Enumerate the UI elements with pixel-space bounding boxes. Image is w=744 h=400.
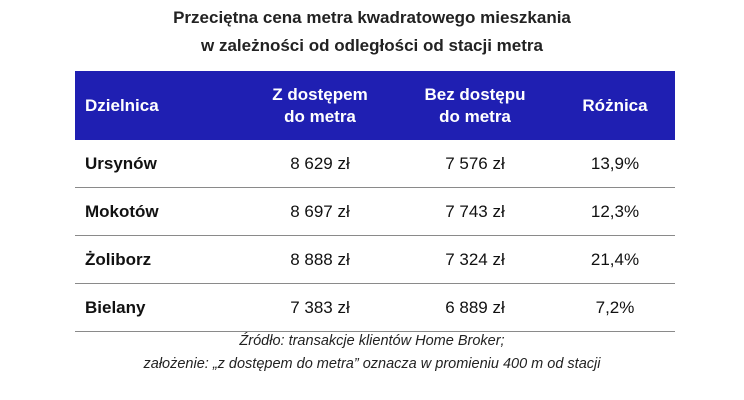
cell-difference: 12,3% [590,201,640,221]
cell-without-metro: 7 576 zł [445,153,505,173]
cell-without-metro: 7 324 zł [445,249,505,269]
header-roznica: Różnica [555,95,675,117]
cell-difference: 21,4% [590,249,640,269]
header-z-dostepem: Z dostępem do metra [245,84,395,128]
cell-without-metro: 7 743 zł [445,201,505,221]
header-dzielnica-line: Dzielnica [85,95,159,115]
page-subtitle: w zależności od odległości od stacji met… [201,36,543,55]
table-row: Ursynów 8 629 zł 7 576 zł 13,9% [75,140,675,188]
page-title: Przeciętna cena metra kwadratowego miesz… [173,8,571,27]
cell-district: Bielany [85,297,146,317]
header-roznica-line: Różnica [582,95,648,115]
cell-district: Ursynów [85,153,157,173]
table-header: Dzielnica Z dostępem do metra Bez dostęp… [75,71,675,140]
assumption-note: założenie: „z dostępem do metra” oznacza… [143,356,601,372]
cell-difference: 7,2% [595,297,635,317]
source-note: Źródło: transakcje klientów Home Broker; [239,333,505,349]
header-dzielnica: Dzielnica [75,95,245,117]
cell-with-metro: 8 697 zł [290,201,350,221]
cell-with-metro: 8 888 zł [290,249,350,269]
header-bez-dostepu-line1: Bez dostępu [424,84,526,104]
cell-district: Żoliborz [85,249,152,269]
table-row: Żoliborz 8 888 zł 7 324 zł 21,4% [75,236,675,284]
table-row: Bielany 7 383 zł 6 889 zł 7,2% [75,284,675,332]
header-bez-dostepu: Bez dostępu do metra [395,84,555,128]
cell-with-metro: 7 383 zł [290,297,350,317]
cell-district: Mokotów [85,201,159,221]
table-row: Mokotów 8 697 zł 7 743 zł 12,3% [75,188,675,236]
header-bez-dostepu-line2: do metra [439,106,511,126]
cell-with-metro: 8 629 zł [290,153,350,173]
header-z-dostepem-line2: do metra [284,106,356,126]
header-z-dostepem-line1: Z dostępem [272,84,368,104]
cell-without-metro: 6 889 zł [445,297,505,317]
cell-difference: 13,9% [590,153,640,173]
price-table: Dzielnica Z dostępem do metra Bez dostęp… [75,71,675,332]
